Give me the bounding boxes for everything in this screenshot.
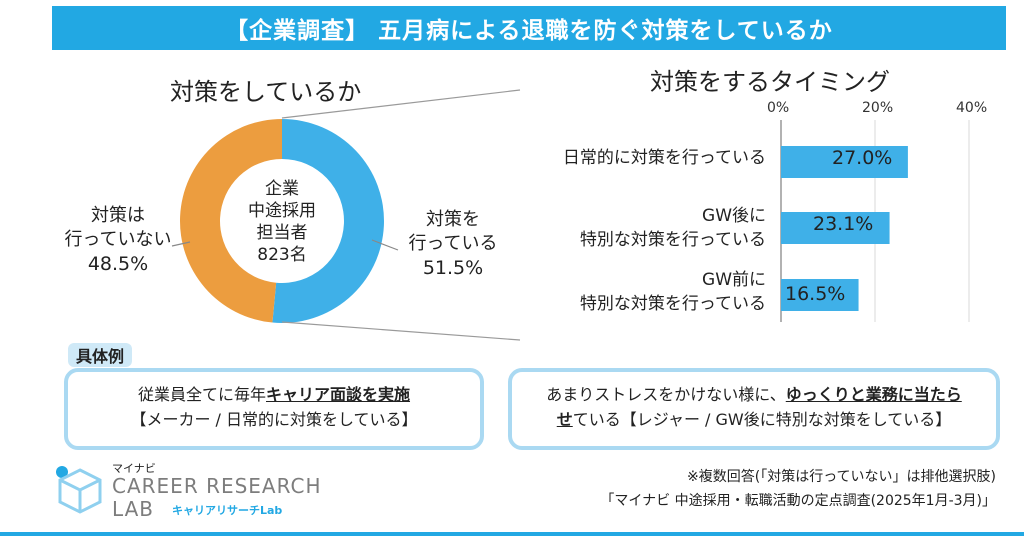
donut-chart	[179, 119, 384, 323]
leader-line-left	[171, 241, 191, 247]
x-tick-40: 40%	[956, 100, 988, 116]
x-tick-0: 0%	[767, 100, 790, 116]
page-title: 【企業調査】 五月病による退職を防ぐ対策をしているか	[225, 18, 833, 44]
bar-chart	[780, 120, 970, 322]
logo-subtitle: キャリアリサーチLab	[172, 504, 283, 517]
bar-category-after-gw-line1: GW後に	[702, 206, 766, 226]
center-line-1: 企業	[265, 179, 299, 199]
logo-text-line-2: LAB	[112, 497, 155, 521]
leader-line-right	[371, 239, 399, 251]
examples-tag: 具体例	[68, 343, 133, 367]
center-line-2: 中途採用	[248, 201, 316, 221]
page-title-banner: 【企業調査】 五月病による退職を防ぐ対策をしているか	[52, 6, 1006, 50]
footnote-multiple-answers: ※複数回答(「対策は行っていない」は排他選択肢)	[687, 469, 996, 485]
slice-label-not-doing: 対策は 行っていない 48.5%	[48, 204, 188, 276]
bar-daily	[781, 146, 908, 178]
slice-label-not-doing-line1: 対策は	[91, 205, 145, 226]
example-box-2: あまりストレスをかけない様に、ゆっくりと業務に当たら せている【レジャー / G…	[508, 368, 1000, 450]
cube-logo-icon	[56, 466, 102, 514]
center-line-3: 担当者	[256, 223, 308, 243]
bar-category-before-gw: GW前に 特別な対策を行っている	[580, 268, 766, 316]
donut-center-label: 企業 中途採用 担当者 823名	[240, 178, 324, 266]
logo-brand-small: マイナビ	[112, 462, 156, 475]
example-2-line-1: あまりストレスをかけない様に、ゆっくりと業務に当たら	[512, 382, 996, 407]
bar-value-label-after-gw: 23.1%	[813, 213, 874, 235]
slice-pct-not-doing: 48.5%	[87, 253, 149, 275]
donut-title: 対策をしているか	[170, 78, 362, 106]
bar-category-daily-line1: 日常的に対策を行っている	[562, 148, 766, 168]
connector-line-top	[281, 89, 521, 119]
bar-category-after-gw-line2: 特別な対策を行っている	[579, 230, 766, 250]
example-1-line-1: 従業員全てに毎年キャリア面談を実施	[68, 382, 480, 407]
donut-slice-not-doing	[179, 119, 282, 323]
bar-category-after-gw: GW後に 特別な対策を行っている	[580, 204, 766, 252]
slice-label-doing-line2: 行っている	[408, 233, 498, 254]
slice-pct-doing: 51.5%	[422, 257, 484, 279]
x-tick-20: 20%	[862, 100, 894, 116]
logo-text-line-1: CAREER RESEARCH	[112, 474, 322, 498]
example-2-text: あまりストレスをかけない様に、	[546, 385, 786, 404]
example-1-highlight: キャリア面談を実施	[266, 385, 411, 404]
bar-after-gw	[781, 212, 890, 244]
example-2-line-2: せている【レジャー / GW後に特別な対策をしている】	[512, 407, 996, 432]
bar-category-daily: 日常的に対策を行っている	[563, 146, 766, 170]
slice-label-doing: 対策を 行っている 51.5%	[398, 208, 508, 280]
slice-label-doing-line1: 対策を	[426, 209, 480, 230]
bar-category-before-gw-line1: GW前に	[702, 270, 766, 290]
bar-category-before-gw-line2: 特別な対策を行っている	[579, 294, 766, 314]
career-research-lab-logo	[52, 462, 108, 522]
donut-slice-doing	[272, 119, 384, 323]
connector-line-bottom	[281, 321, 521, 341]
center-line-4: 823名	[257, 245, 307, 265]
example-box-1: 従業員全てに毎年キャリア面談を実施 【メーカー / 日常的に対策をしている】	[64, 368, 484, 450]
example-2-text-cont: ている【レジャー / GW後に特別な対策をしている】	[572, 410, 952, 429]
slice-label-not-doing-line2: 行っていない	[64, 229, 172, 250]
bar-value-label-before-gw: 16.5%	[785, 283, 846, 305]
example-2-highlight: ゆっくりと業務に当たら	[785, 385, 962, 404]
bar-before-gw	[781, 279, 859, 311]
example-1-text: 従業員全てに毎年	[137, 385, 266, 404]
example-1-line-2: 【メーカー / 日常的に対策をしている】	[130, 410, 418, 429]
bar-chart-title: 対策をするタイミング	[650, 68, 890, 96]
example-2-highlight-cont: せ	[556, 410, 573, 429]
bottom-accent-line	[0, 532, 1024, 536]
footnote-source: 「マイナビ 中途採用・転職活動の定点調査(2025年1月-3月)」	[600, 493, 996, 509]
bar-value-label-daily: 27.0%	[832, 147, 893, 169]
